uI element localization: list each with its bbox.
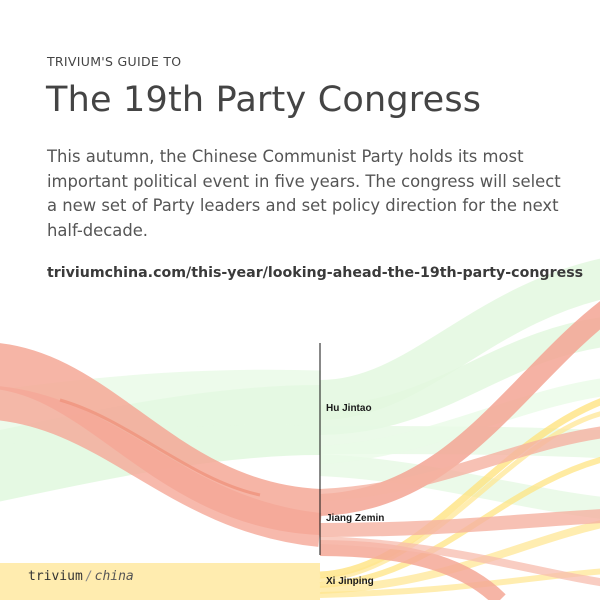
guide-overline: TRIVIUM'S GUIDE TO	[47, 54, 182, 69]
flow-band	[319, 398, 600, 579]
flow-band	[59, 398, 261, 497]
flow-band	[319, 509, 600, 537]
leader-label-hu-jintao: Hu Jintao	[326, 403, 372, 414]
flow-band	[0, 386, 322, 547]
brand-right: china	[94, 569, 134, 584]
page-description: This autumn, the Chinese Communist Party…	[47, 147, 561, 240]
trivium-china-logo: trivium ∕ china	[28, 569, 134, 584]
page-title: The 19th Party Congress	[46, 80, 482, 120]
leader-label-xi-jinping: Xi Jinping	[326, 576, 374, 587]
flow-band	[319, 411, 600, 583]
article-link[interactable]: triviumchina.com/this-year/looking-ahead…	[47, 265, 584, 281]
flow-band	[319, 426, 600, 501]
leader-label-jiang-zemin: Jiang Zemin	[326, 513, 384, 524]
flow-band	[319, 536, 600, 587]
slash-icon: ∕	[84, 569, 93, 584]
brand-left: trivium	[28, 569, 83, 584]
flow-band	[319, 301, 600, 516]
xi-jinping-base-band	[0, 563, 320, 600]
flow-band	[319, 258, 600, 420]
jiang-zemin-flows	[0, 301, 600, 600]
flow-band	[319, 378, 600, 464]
flow-band	[319, 540, 506, 600]
